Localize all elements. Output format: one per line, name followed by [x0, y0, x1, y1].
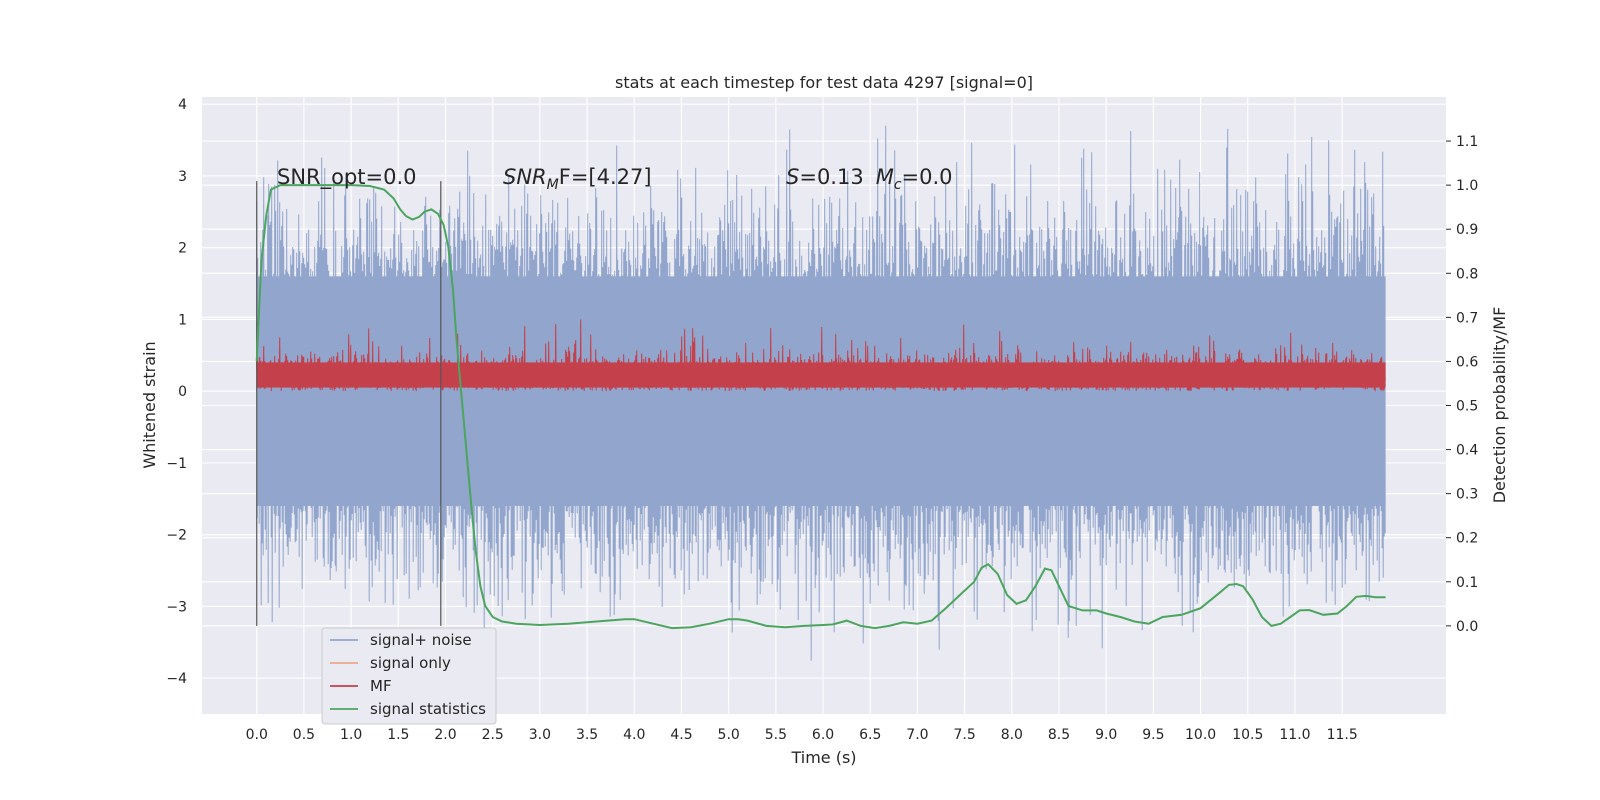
right-y-tick-label: 0.6 [1456, 354, 1478, 370]
s-value: =0.13 [799, 165, 863, 189]
right-y-tick-labels: 0.0 0.1 0.2 0.3 0.4 0.5 0.6 0.7 0.8 0.9 1.0 1.1 [1446, 134, 1478, 635]
x-tick-label: 9.5 [1142, 727, 1164, 743]
right-y-tick-label: 0.0 [1456, 619, 1478, 635]
legend-label-signal-statistics: signal statistics [370, 700, 486, 718]
x-axis-label: Time (s) [790, 748, 856, 767]
left-y-tick-label: 0 [178, 384, 187, 400]
x-tick-label: 4.5 [670, 727, 692, 743]
x-tick-label: 5.5 [765, 727, 787, 743]
x-tick-label: 10.5 [1232, 727, 1263, 743]
x-tick-label: 8.5 [1048, 727, 1070, 743]
legend-label-signal-only: signal only [370, 654, 451, 672]
chart-title: stats at each timestep for test data 429… [615, 73, 1033, 92]
legend-label-signal-noise: signal+ noise [370, 631, 472, 649]
mc-symbol: M [876, 165, 894, 189]
x-tick-label: 0.5 [293, 727, 315, 743]
x-tick-label: 11.5 [1327, 727, 1358, 743]
mf-series [256, 319, 1386, 392]
signal-noise-series [256, 125, 1386, 661]
x-tick-label: 4.0 [623, 727, 645, 743]
snr-mf-symbol: SNR [503, 165, 547, 189]
right-y-tick-label: 0.7 [1456, 310, 1478, 326]
x-tick-label: 8.0 [1001, 727, 1023, 743]
left-y-tick-labels: −4 −3 −2 −1 0 1 2 3 4 [166, 97, 187, 687]
x-tick-label: 0.0 [246, 727, 268, 743]
mc-value: =0.0 [902, 165, 953, 189]
mf-line [256, 319, 1386, 392]
mc-subscript: c [894, 177, 902, 193]
annotation-snr-mf: SNRMF=[4.27] [503, 165, 652, 193]
right-y-tick-label: 0.9 [1456, 222, 1478, 238]
left-y-tick-label: −4 [166, 671, 187, 687]
right-y-tick-label: 0.5 [1456, 399, 1478, 415]
right-y-tick-label: 0.3 [1456, 487, 1478, 503]
x-tick-label: 1.0 [340, 727, 362, 743]
x-tick-label: 6.5 [859, 727, 881, 743]
signal-statistics-series [255, 184, 1386, 630]
right-y-tick-label: 0.2 [1456, 531, 1478, 547]
legend-label-mf: MF [370, 677, 392, 695]
x-tick-label: 7.5 [954, 727, 976, 743]
x-tick-label: 1.5 [387, 727, 409, 743]
s-symbol: S [786, 165, 799, 189]
left-y-axis-label: Whitened strain [140, 341, 159, 468]
left-y-tick-label: −2 [166, 528, 187, 544]
x-tick-label: 10.0 [1185, 727, 1216, 743]
right-y-tick-label: 1.0 [1456, 178, 1478, 194]
x-tick-label: 6.0 [812, 727, 834, 743]
annotation-s-mc: S=0.13 Mc=0.0 [786, 165, 953, 193]
annotation-snr-opt: SNR_opt=0.0 [277, 165, 417, 190]
x-tick-label: 5.0 [718, 727, 740, 743]
signal-statistics-line [255, 184, 1386, 630]
left-y-tick-label: 1 [178, 312, 187, 328]
legend: signal+ noise signal only MF signal stat… [321, 627, 497, 725]
snr-mf-subscript: M [547, 177, 559, 193]
right-y-tick-label: 0.4 [1456, 443, 1478, 459]
right-y-tick-label: 0.8 [1456, 266, 1478, 282]
right-y-tick-label: 0.1 [1456, 575, 1478, 591]
vertical-markers [256, 181, 442, 626]
left-y-tick-label: −1 [166, 456, 187, 472]
right-y-tick-label: 1.1 [1456, 134, 1478, 150]
x-tick-label: 11.0 [1279, 727, 1310, 743]
left-y-tick-label: 3 [178, 169, 187, 185]
x-tick-label: 3.0 [529, 727, 551, 743]
left-y-tick-label: −3 [166, 599, 187, 615]
right-y-axis-label: Detection probability/MF [1490, 307, 1509, 504]
left-y-tick-label: 2 [178, 241, 187, 257]
x-tick-label: 2.0 [434, 727, 456, 743]
x-tick-label: 9.0 [1095, 727, 1117, 743]
x-tick-label: 3.5 [576, 727, 598, 743]
x-tick-label: 2.5 [482, 727, 504, 743]
x-tick-label: 7.0 [906, 727, 928, 743]
snr-mf-value: F=[4.27] [559, 165, 652, 189]
legend-box [321, 627, 497, 725]
left-y-tick-label: 4 [178, 97, 187, 113]
signal-noise-line [256, 125, 1386, 661]
x-tick-labels: 0.0 0.5 1.0 1.5 2.0 2.5 3.0 3.5 4.0 4.5 5.0 5.5 6.0 6… [246, 727, 1358, 743]
